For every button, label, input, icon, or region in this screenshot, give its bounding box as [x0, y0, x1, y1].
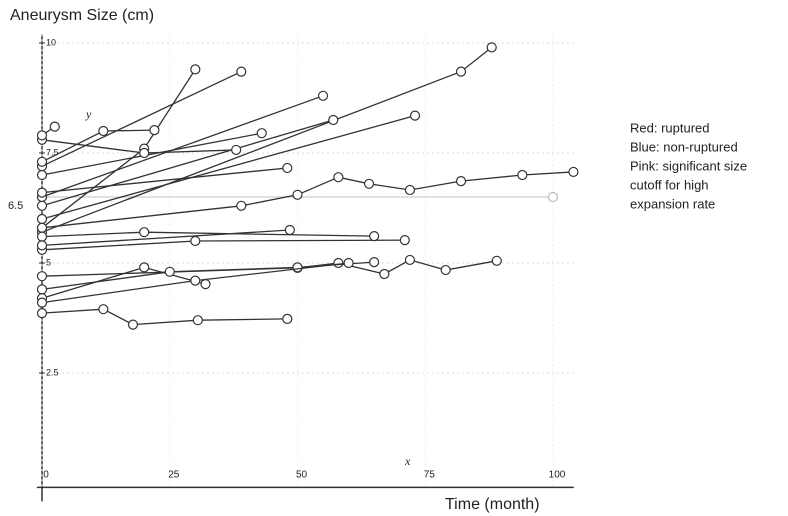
data-point — [36, 297, 48, 308]
x-axis-title: Time (month) — [445, 496, 540, 513]
data-point — [36, 222, 48, 233]
data-point — [256, 128, 267, 139]
series-line — [41, 95, 324, 198]
data-point — [190, 275, 201, 286]
data-point — [399, 235, 410, 246]
data-point — [36, 213, 48, 225]
y-tick-label: 10 — [46, 37, 56, 47]
data-point — [333, 257, 344, 269]
series-line — [41, 229, 290, 247]
legend-text: Red: ruptured — [630, 120, 710, 135]
data-point — [139, 147, 150, 159]
data-point — [369, 231, 380, 242]
series-line — [41, 69, 196, 229]
series-line — [41, 167, 288, 194]
series-line — [41, 308, 288, 326]
data-point — [517, 169, 528, 181]
data-point — [192, 315, 203, 326]
data-point — [317, 90, 329, 101]
data-point — [333, 172, 344, 183]
annotation: x — [404, 454, 411, 468]
data-point — [139, 227, 150, 238]
data-point — [568, 166, 579, 178]
data-point — [343, 257, 354, 269]
data-point — [200, 279, 211, 290]
x-tick-label: 75 — [424, 470, 436, 481]
annotation: 6.5 — [8, 200, 23, 212]
data-point — [98, 125, 109, 137]
data-point — [547, 191, 559, 203]
data-point — [369, 257, 380, 268]
data-point — [236, 66, 247, 77]
data-point — [236, 200, 247, 211]
x-tick-label: 50 — [296, 470, 308, 481]
data-point — [491, 255, 502, 266]
data-point — [328, 114, 339, 126]
data-point — [36, 308, 48, 319]
data-point — [36, 156, 48, 167]
x-tick-label: 0 — [43, 470, 49, 481]
data-point — [98, 304, 109, 315]
data-point — [455, 176, 467, 187]
legend-text: Blue: non-ruptured — [630, 139, 738, 154]
data-point — [149, 125, 160, 136]
y-tick-label: 5 — [46, 257, 51, 267]
x-tick-label: 25 — [168, 470, 180, 481]
data-point — [440, 264, 451, 276]
legend-text: cutoff for high — [630, 177, 709, 192]
data-point — [409, 110, 421, 121]
data-point — [379, 268, 390, 280]
series-line — [41, 119, 334, 207]
data-point — [36, 240, 48, 251]
data-point — [404, 254, 416, 266]
data-point — [404, 184, 416, 196]
data-point — [164, 266, 175, 277]
data-point — [36, 169, 48, 181]
series-line — [41, 114, 416, 220]
data-point — [190, 235, 201, 247]
data-point — [36, 130, 48, 141]
data-point — [36, 200, 48, 211]
data-point — [36, 284, 48, 295]
data-point — [139, 262, 150, 273]
data-point — [282, 313, 293, 324]
data-point — [36, 187, 48, 198]
series-line — [41, 139, 237, 154]
data-point — [36, 231, 48, 242]
x-tick-label: 100 — [549, 470, 566, 481]
y-tick-label: 7.5 — [46, 147, 59, 157]
data-point — [486, 42, 497, 53]
annotation: y — [85, 107, 92, 121]
data-point — [284, 224, 295, 236]
series-line — [41, 171, 574, 229]
data-point — [231, 144, 242, 156]
y-tick-label: 2.5 — [46, 367, 59, 377]
legend-text: expansion rate — [630, 196, 715, 211]
data-point — [292, 189, 303, 200]
data-point — [36, 271, 48, 282]
data-point — [127, 319, 139, 330]
data-point — [363, 178, 375, 189]
series-line — [41, 71, 242, 167]
data-point — [282, 162, 293, 174]
data-point — [49, 121, 60, 132]
series-line — [41, 132, 262, 176]
legend-text: Pink: significant size — [630, 158, 747, 173]
data-point — [292, 262, 303, 273]
y-axis-title: Aneurysm Size (cm) — [10, 7, 154, 24]
series-line — [41, 231, 375, 238]
data-point — [190, 64, 201, 75]
data-point — [455, 66, 467, 77]
